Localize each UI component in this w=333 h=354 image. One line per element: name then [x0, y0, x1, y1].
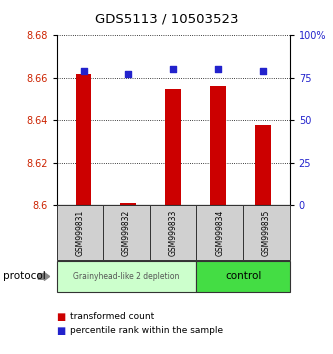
- Text: GSM999835: GSM999835: [262, 210, 271, 256]
- Point: [170, 67, 176, 72]
- Bar: [76, 74, 91, 205]
- Bar: [165, 88, 181, 205]
- Text: GSM999832: GSM999832: [122, 210, 131, 256]
- Text: ■: ■: [57, 312, 66, 322]
- Text: protocol: protocol: [3, 272, 46, 281]
- Text: control: control: [225, 272, 261, 281]
- Text: transformed count: transformed count: [70, 312, 154, 321]
- Text: GDS5113 / 10503523: GDS5113 / 10503523: [95, 12, 238, 25]
- Point: [215, 67, 221, 72]
- Point: [126, 72, 131, 77]
- Text: GSM999834: GSM999834: [215, 210, 224, 256]
- Text: percentile rank within the sample: percentile rank within the sample: [70, 326, 223, 336]
- Point: [260, 68, 265, 74]
- Bar: [255, 125, 271, 205]
- Text: GSM999833: GSM999833: [168, 210, 178, 256]
- Bar: [210, 86, 226, 205]
- Text: Grainyhead-like 2 depletion: Grainyhead-like 2 depletion: [73, 272, 180, 281]
- Text: GSM999831: GSM999831: [75, 210, 85, 256]
- Bar: [121, 203, 136, 205]
- Point: [81, 68, 86, 74]
- Text: ■: ■: [57, 326, 66, 336]
